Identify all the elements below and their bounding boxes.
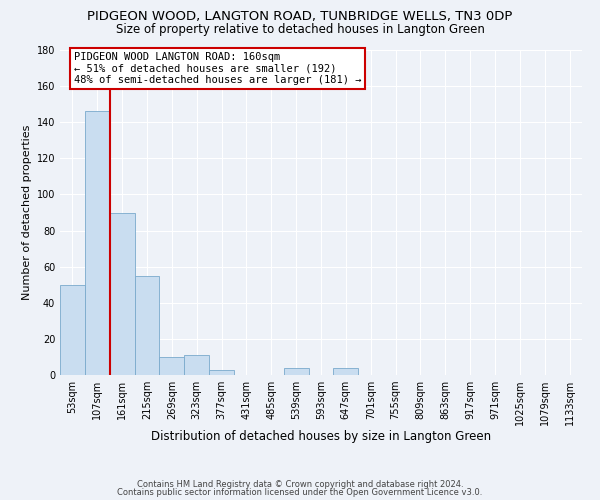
Bar (334, 368, 358, 375)
Bar (85, 112, 110, 375)
Text: Contains public sector information licensed under the Open Government Licence v3: Contains public sector information licen… (118, 488, 482, 497)
Y-axis label: Number of detached properties: Number of detached properties (22, 125, 32, 300)
Bar (184, 355, 209, 375)
Bar (209, 370, 234, 375)
X-axis label: Distribution of detached houses by size in Langton Green: Distribution of detached houses by size … (151, 430, 491, 442)
Bar (110, 212, 134, 375)
Bar (60, 284, 85, 375)
Text: PIDGEON WOOD, LANGTON ROAD, TUNBRIDGE WELLS, TN3 0DP: PIDGEON WOOD, LANGTON ROAD, TUNBRIDGE WE… (88, 10, 512, 23)
Bar (284, 368, 308, 375)
Bar (160, 357, 184, 375)
Bar (134, 276, 160, 375)
Text: Contains HM Land Registry data © Crown copyright and database right 2024.: Contains HM Land Registry data © Crown c… (137, 480, 463, 489)
Text: PIDGEON WOOD LANGTON ROAD: 160sqm
← 51% of detached houses are smaller (192)
48%: PIDGEON WOOD LANGTON ROAD: 160sqm ← 51% … (74, 52, 361, 85)
Text: Size of property relative to detached houses in Langton Green: Size of property relative to detached ho… (116, 22, 484, 36)
